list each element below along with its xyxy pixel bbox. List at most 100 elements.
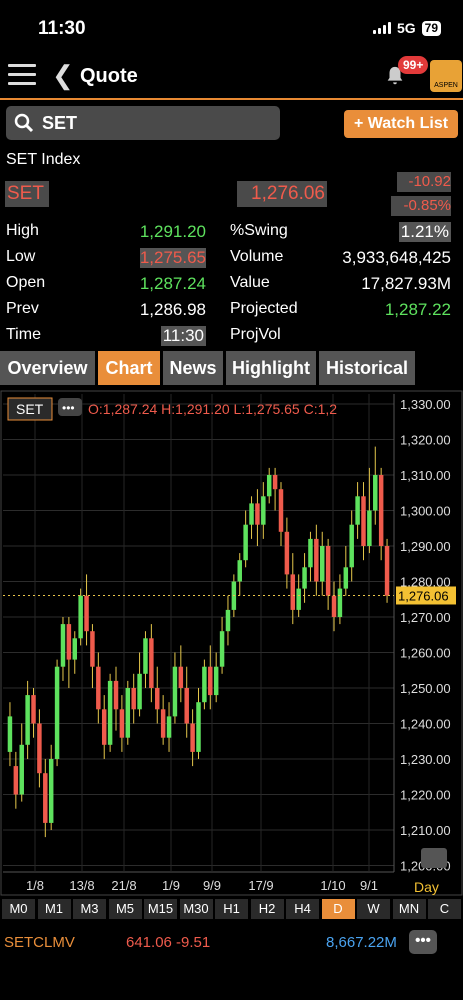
chart-symbol: SET [16,401,44,417]
timeframe-d[interactable]: D [321,899,355,919]
timeframe-bar: M0 M1 M3 M5 M15 M30 H1 H2 H4 D W MN C [0,898,463,920]
candle-body [325,546,331,596]
page-title: Quote [80,65,138,87]
candle-body [278,489,284,532]
tab-highlight[interactable]: Highlight [226,351,316,385]
stat-value: 11:30 [160,326,206,346]
y-tick-label: 1,270.00 [400,610,451,625]
candle-body [96,666,101,710]
stat-value: 1,287.22 [384,300,451,319]
y-tick-label: 1,290.00 [400,539,451,554]
chart-symbol-box [7,397,53,421]
candle-body [266,475,272,497]
ticker-volume: 8,667.22M [326,934,397,951]
battery-icon: 79 [421,20,441,36]
candle-body [19,744,24,795]
candle-body [160,709,166,738]
timeframe-m30[interactable]: M30 [179,899,213,919]
timeframe-m15[interactable]: M15 [144,899,177,919]
quote-tabs: Overview Chart News Highlight Historical [0,350,463,386]
candle-body [202,666,207,703]
y-tick-label: 1,280.00 [400,575,451,590]
search-input[interactable]: SET [42,113,78,133]
candle-body [384,546,390,596]
tab-news[interactable]: News [163,351,223,385]
y-tick-label: 1,330.00 [400,397,451,412]
tab-overview[interactable]: Overview [0,351,95,385]
y-tick-label: 1,250.00 [400,681,451,696]
candle-body [31,695,36,724]
candle-body [314,538,319,582]
candle-body [178,666,184,688]
tab-historical[interactable]: Historical [319,351,415,385]
candle-body [43,773,48,823]
timeframe-w[interactable]: W [357,899,390,919]
timeframe-h1[interactable]: H1 [215,899,248,919]
y-tick-label: 1,300.00 [400,504,451,519]
watch-list-button[interactable]: + Watch List [344,110,458,138]
candle-body [255,503,260,525]
candlestick-chart-svg[interactable]: 1,330.00 1,320.00 1,310.00 1,300.00 1,290.00… [0,390,463,896]
candle-body [101,709,107,745]
candle-body [90,631,95,667]
candle-body [261,496,266,525]
last-price-tag [396,586,456,605]
aspen-logo[interactable]: ASPEN [430,60,462,92]
timeframe-m3[interactable]: M3 [73,899,106,919]
signal-icon [372,22,391,34]
candle-body [337,588,343,617]
ticker-value: 641.06 -9.51 [126,934,211,951]
fullscreen-icon [421,848,447,868]
back-icon[interactable]: ❮ [52,60,74,90]
candle-body [296,588,301,610]
candle-body [378,475,384,546]
candle-body [308,538,313,568]
x-tick-label: 1/10 [320,878,345,893]
x-tick-label: 1/9 [162,878,180,893]
stat-label: Low [6,248,36,265]
candle-body [155,688,160,710]
status-bar: 11:30 5G 79 [0,0,463,56]
timeframe-c[interactable]: C [428,899,461,919]
candle-body [302,567,307,589]
ticker-name[interactable]: SETCLMV [4,934,75,951]
symbol-search[interactable]: SET [6,106,280,140]
stat-value: 1,291.20 [139,222,206,241]
candle-body [367,510,372,546]
bell-icon[interactable] [384,64,406,88]
candle-body [225,609,231,632]
price-chart[interactable]: 1,330.00 1,320.00 1,310.00 1,300.00 1,290.00… [0,390,463,896]
timeframe-m0[interactable]: M0 [2,899,35,919]
chart-menu-dots: ••• [62,401,75,415]
timeframe-m5[interactable]: M5 [108,899,142,919]
timeframe-h2[interactable]: H2 [250,899,284,919]
candle-body [149,638,154,688]
y-tick-label: 1,260.00 [400,646,451,661]
stat-value: 1.21% [398,222,451,242]
candle-body [361,496,366,546]
candle-body [48,759,54,823]
tab-chart[interactable]: Chart [98,351,160,385]
candle-body [66,624,72,660]
chart-menu-button [58,398,82,416]
app-header: ❮ Quote 99+ ASPEN [0,56,463,100]
candle-body [213,666,219,696]
candle-body [284,531,290,575]
menu-icon[interactable] [8,64,36,88]
candle-body [355,496,360,525]
y-tick-label: 1,220.00 [400,788,451,803]
candle-body [125,688,131,738]
x-tick-label: 17/9 [248,878,273,893]
x-tick-label: 9/1 [360,878,378,893]
timeframe-h4[interactable]: H4 [286,899,319,919]
y-tick-label: 1,240.00 [400,717,451,732]
timeframe-mn[interactable]: MN [392,899,426,919]
change-value: -10.92 [397,172,451,192]
timeframe-m1[interactable]: M1 [37,899,71,919]
candle-body [272,475,278,490]
y-tick-label: 1,310.00 [400,468,451,483]
ticker-menu-button[interactable]: ••• [409,930,437,954]
y-tick-label: 1,230.00 [400,752,451,767]
y-tick-label: 1,320.00 [400,433,451,448]
last-price: 1,276.06 [237,181,327,207]
